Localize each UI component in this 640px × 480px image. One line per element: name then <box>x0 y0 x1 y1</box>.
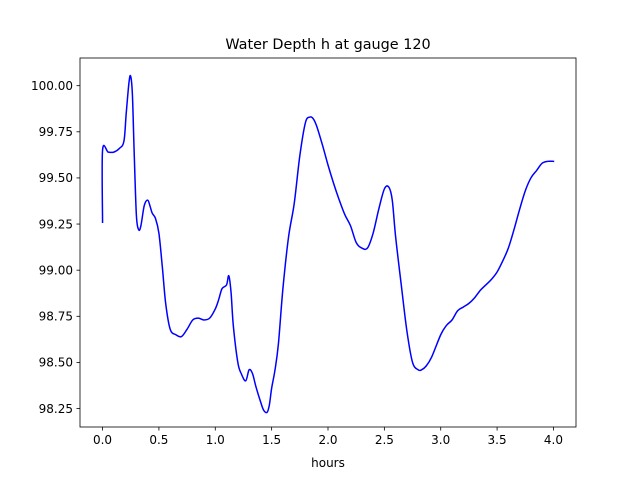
x-tick-label: 2.0 <box>318 433 337 447</box>
x-tick-label: 0.5 <box>149 433 168 447</box>
y-tick-label: 100.00 <box>31 79 73 93</box>
axes-frame <box>79 57 577 428</box>
y-axis-ticks: 98.25 98.50 98.75 99.00 99.25 99.50 99.75 100.0… <box>31 79 80 416</box>
x-tick-label: 3.5 <box>488 433 507 447</box>
chart-title: Water Depth h at gauge 120 <box>225 37 430 53</box>
x-tick-label: 1.5 <box>262 433 281 447</box>
x-tick-label: 2.5 <box>375 433 394 447</box>
y-tick-label: 99.00 <box>39 263 73 277</box>
y-tick-label: 99.75 <box>39 125 73 139</box>
y-tick-label: 98.25 <box>39 402 73 416</box>
series-line <box>101 74 555 414</box>
y-tick-label: 99.50 <box>39 171 73 185</box>
x-tick-label: 3.0 <box>431 433 450 447</box>
x-axis-label: hours <box>311 456 345 470</box>
plot-area: 0.0 0.5 1.0 1.5 2.0 2.5 3.0 3.5 4.0 98.2598.5098… <box>31 57 577 447</box>
x-tick-label: 4.0 <box>544 433 563 447</box>
y-tick-label: 98.50 <box>39 356 73 370</box>
y-tick-label: 99.25 <box>39 217 73 231</box>
x-axis-ticks: 0.0 0.5 1.0 1.5 2.0 2.5 3.0 3.5 4.0 <box>93 427 563 447</box>
x-tick-label: 1.0 <box>206 433 225 447</box>
y-tick-label: 98.75 <box>39 310 73 324</box>
x-tick-label: 0.0 <box>93 433 112 447</box>
